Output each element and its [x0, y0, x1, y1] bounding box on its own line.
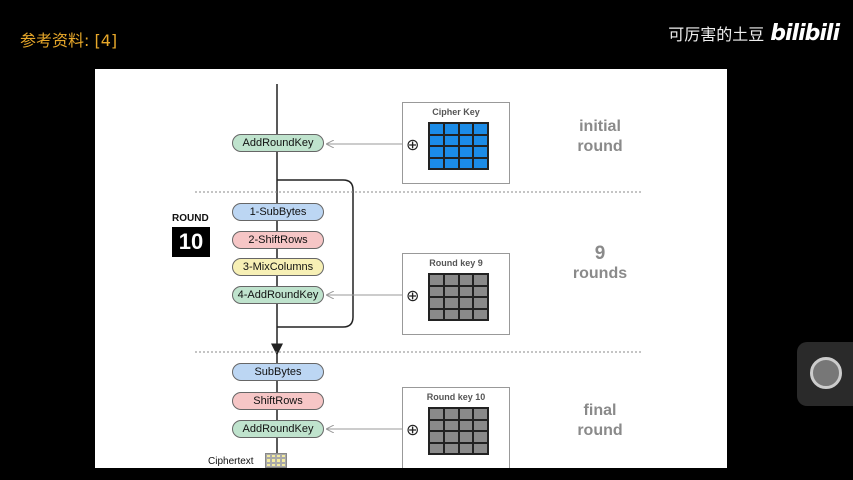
xor-icon: ⊕: [406, 286, 420, 305]
cipher-key-box: Cipher Key ⊕: [402, 102, 510, 184]
step-add-round-key: 4-AddRoundKey: [232, 286, 324, 304]
final-step-sub-bytes: SubBytes: [232, 363, 324, 381]
step-shift-rows: 2-ShiftRows: [232, 231, 324, 249]
ciphertext-grid-icon: [265, 453, 287, 468]
round-key-10-grid: [428, 407, 489, 455]
aes-diagram-slide: AddRoundKey Cipher Key ⊕ initial round R…: [95, 69, 727, 468]
ciphertext-label: Ciphertext: [208, 456, 254, 467]
final-step-shift-rows: ShiftRows: [232, 392, 324, 410]
round-key-9-box: Round key 9 ⊕: [402, 253, 510, 335]
round-key-9-grid: [428, 273, 489, 321]
bilibili-watermark: 可厉害的土豆 bilibili: [668, 20, 840, 46]
round-count-badge: 10: [172, 227, 210, 257]
cipher-key-title: Cipher Key: [432, 107, 480, 117]
phase-initial-round: initial round: [577, 118, 623, 155]
step-mix-columns: 3-MixColumns: [232, 258, 324, 276]
xor-icon: ⊕: [406, 135, 420, 154]
final-step-add-round-key: AddRoundKey: [232, 420, 324, 438]
round-label: ROUND: [172, 213, 209, 224]
round-key-10-title: Round key 10: [426, 392, 486, 402]
circle-icon: [810, 357, 842, 389]
phase-final-round: final round: [577, 402, 623, 439]
reference-label: 参考资料: [4]: [20, 31, 118, 50]
xor-icon: ⊕: [406, 420, 420, 439]
round-key-9-title: Round key 9: [429, 258, 483, 268]
cipher-key-grid: [428, 122, 489, 170]
step-sub-bytes: 1-SubBytes: [232, 203, 324, 221]
watermark-text: 可厉害的土豆: [668, 25, 765, 44]
phase-nine-rounds: 9 rounds: [572, 243, 628, 283]
round-key-10-box: Round key 10 ⊕: [402, 387, 510, 468]
floating-assistive-button[interactable]: [797, 342, 853, 406]
initial-add-round-key-step: AddRoundKey: [232, 134, 324, 152]
bilibili-logo: bilibili: [770, 20, 840, 46]
